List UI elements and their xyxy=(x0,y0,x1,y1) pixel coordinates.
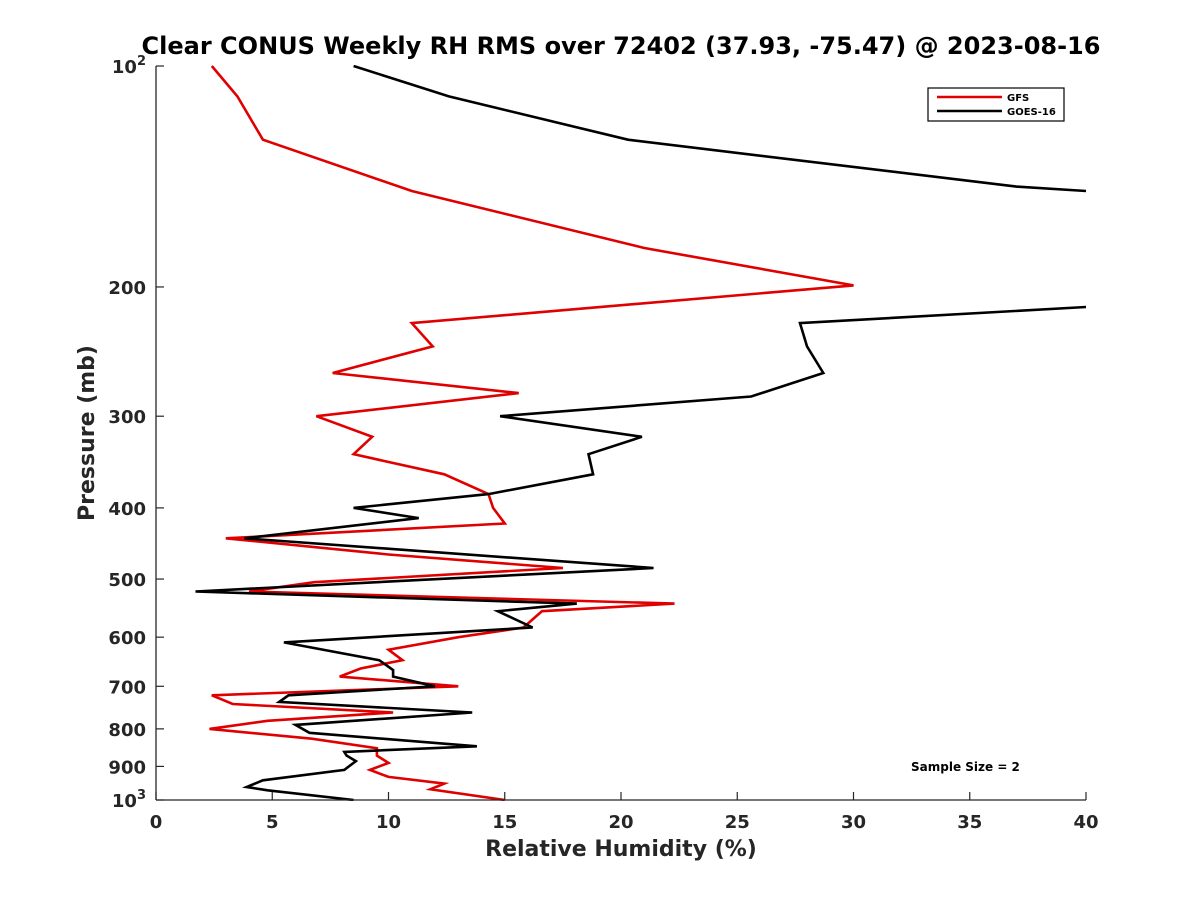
x-axis-label: Relative Humidity (%) xyxy=(485,837,757,862)
x-tick-label: 5 xyxy=(266,812,279,833)
legend-label-goes16: GOES-16 xyxy=(1007,107,1056,118)
x-tick-label: 10 xyxy=(376,812,401,833)
y-tick-label: 900 xyxy=(108,757,146,778)
x-tick-label: 40 xyxy=(1073,812,1098,833)
y-tick-label-base: 10 xyxy=(112,791,137,812)
x-tick-label: 15 xyxy=(492,812,517,833)
y-tick-label-base: 10 xyxy=(112,57,137,78)
y-tick-label-base: 400 xyxy=(108,499,146,520)
x-tick-label: 35 xyxy=(957,812,982,833)
series-layer xyxy=(195,65,1086,801)
y-tick-label-base: 900 xyxy=(108,757,146,778)
legend: GFS GOES-16 xyxy=(927,87,1065,122)
legend-box xyxy=(927,87,1065,122)
y-tick-label-base: 600 xyxy=(108,628,146,649)
y-tick-label: 300 xyxy=(108,407,146,428)
chart-title: Clear CONUS Weekly RH RMS over 72402 (37… xyxy=(142,32,1101,60)
x-tick-label: 30 xyxy=(841,812,866,833)
y-tick-label: 400 xyxy=(108,499,146,520)
x-tick-label: 0 xyxy=(150,812,163,833)
y-tick-label: 102 xyxy=(112,54,146,78)
y-tick-label: 600 xyxy=(108,628,146,649)
y-tick-label: 700 xyxy=(108,677,146,698)
legend-label-gfs: GFS xyxy=(1007,93,1029,104)
y-tick-label-base: 300 xyxy=(108,407,146,428)
y-tick-label-base: 700 xyxy=(108,677,146,698)
y-tick-label-exponent: 2 xyxy=(137,54,146,69)
series-line-gfs xyxy=(209,65,854,801)
y-tick-label-base: 200 xyxy=(108,278,146,299)
y-tick-label: 103 xyxy=(112,788,146,812)
x-tick-layer: 0 5 10 15 20 25 30 35 40 xyxy=(150,792,1099,833)
y-tick-label-base: 800 xyxy=(108,720,146,741)
y-tick-label: 800 xyxy=(108,720,146,741)
y-tick-label: 200 xyxy=(108,278,146,299)
y-axis-label: Pressure (mb) xyxy=(75,345,100,521)
x-tick-label: 25 xyxy=(725,812,750,833)
x-tick-label: 20 xyxy=(608,812,633,833)
y-tick-label-exponent: 3 xyxy=(137,788,146,803)
sample-size-annotation: Sample Size = 2 xyxy=(911,760,1020,774)
y-tick-label-base: 500 xyxy=(108,570,146,591)
series-line-goes16 xyxy=(195,65,1086,801)
y-tick-label: 500 xyxy=(108,570,146,591)
